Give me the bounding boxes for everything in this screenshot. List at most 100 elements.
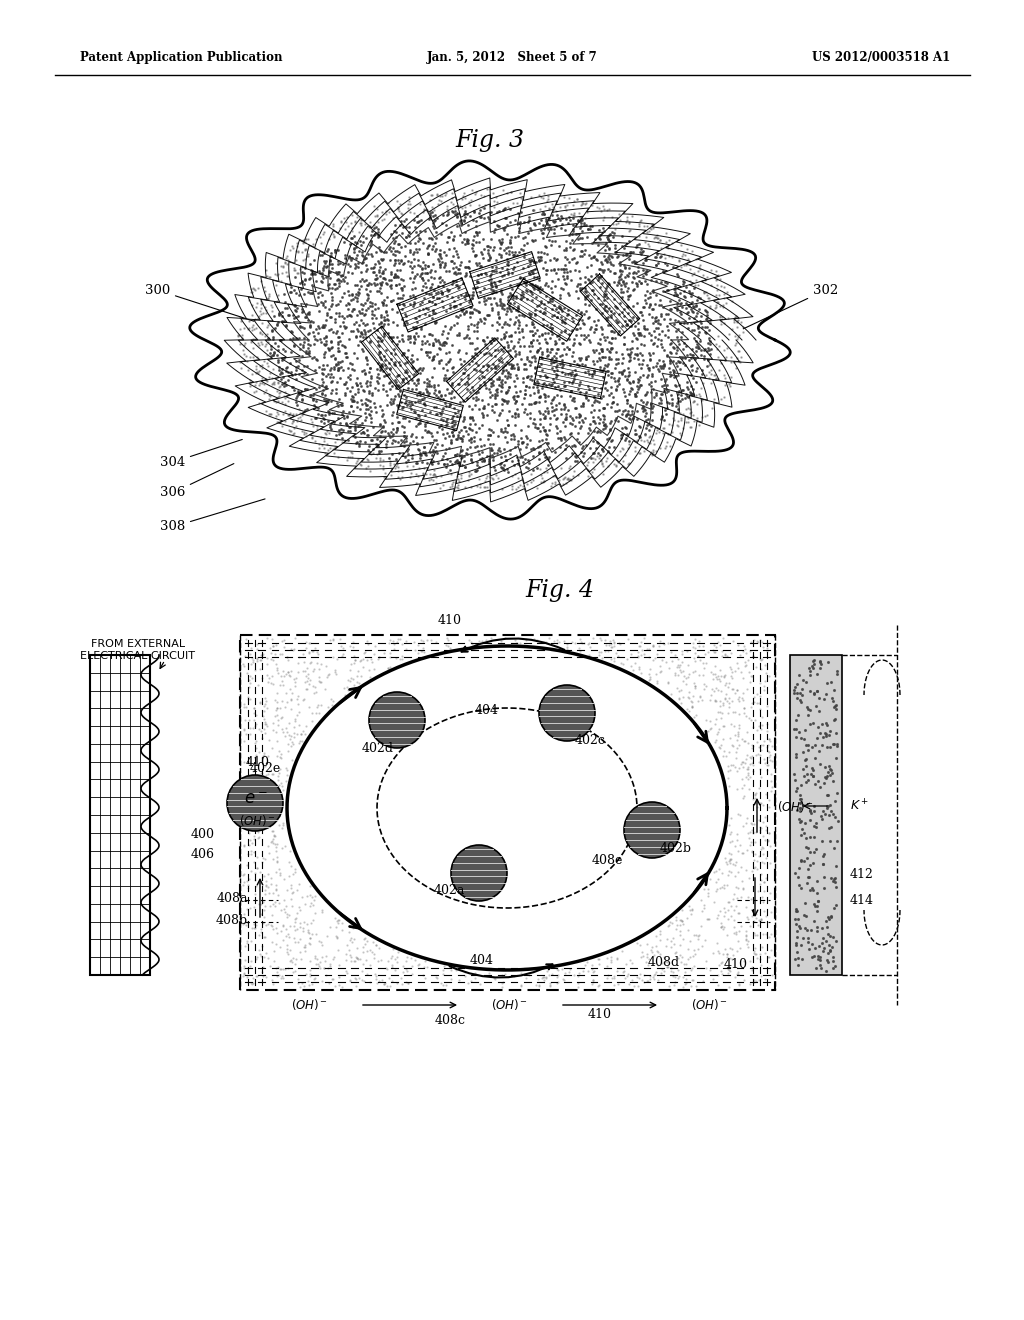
Point: [556, 426, 572, 447]
Point: [287, 300, 303, 321]
Point: [616, 298, 633, 319]
Point: [723, 678, 739, 700]
Point: [526, 438, 543, 459]
Point: [622, 343, 638, 364]
Point: [676, 255, 692, 276]
Point: [571, 279, 588, 300]
Point: [581, 363, 597, 384]
Point: [567, 397, 584, 418]
Point: [486, 271, 503, 292]
Point: [284, 364, 300, 385]
Point: [247, 280, 263, 301]
Point: [248, 358, 264, 379]
Point: [347, 256, 364, 277]
Point: [527, 252, 544, 273]
Point: [683, 690, 699, 711]
Point: [682, 931, 698, 952]
Point: [418, 297, 434, 318]
Point: [794, 935, 810, 956]
Point: [800, 770, 816, 791]
Point: [367, 261, 383, 282]
Point: [332, 331, 348, 352]
Point: [353, 244, 370, 265]
Point: [325, 213, 341, 234]
Point: [571, 273, 588, 294]
Point: [524, 275, 541, 296]
Point: [478, 236, 495, 257]
Point: [270, 302, 287, 323]
Point: [368, 965, 384, 986]
Point: [465, 387, 481, 408]
Point: [517, 384, 534, 405]
Point: [462, 408, 478, 429]
Point: [526, 214, 543, 235]
Point: [717, 847, 733, 869]
Point: [256, 709, 272, 730]
Point: [410, 211, 426, 232]
Point: [715, 729, 731, 750]
Point: [295, 917, 311, 939]
Point: [632, 635, 648, 656]
Point: [593, 201, 609, 222]
Point: [637, 399, 653, 420]
Point: [700, 362, 717, 383]
Point: [254, 293, 270, 314]
Point: [524, 335, 541, 356]
Point: [683, 960, 699, 981]
Point: [456, 210, 472, 231]
Point: [362, 257, 379, 279]
Point: [435, 271, 452, 292]
Point: [494, 977, 510, 998]
Point: [608, 247, 625, 268]
Point: [289, 297, 305, 318]
Point: [446, 261, 463, 282]
Point: [288, 949, 304, 970]
Point: [564, 407, 581, 428]
Point: [436, 255, 453, 276]
Point: [534, 323, 550, 345]
Point: [602, 363, 618, 384]
Point: [543, 392, 559, 413]
Point: [669, 293, 685, 314]
Point: [538, 966, 554, 987]
Text: 410: 410: [724, 958, 748, 972]
Point: [332, 252, 348, 273]
Point: [440, 636, 457, 657]
Point: [457, 358, 473, 379]
Point: [749, 693, 765, 714]
Point: [241, 676, 257, 697]
Point: [614, 438, 631, 459]
Point: [590, 269, 606, 290]
Point: [684, 292, 700, 313]
Point: [525, 276, 542, 297]
Point: [361, 234, 378, 255]
Point: [481, 418, 498, 440]
Point: [300, 330, 316, 351]
Point: [271, 675, 288, 696]
Point: [754, 886, 770, 907]
Point: [311, 263, 328, 284]
Point: [415, 965, 431, 986]
Point: [349, 206, 366, 227]
Point: [707, 642, 723, 663]
Point: [293, 315, 309, 337]
Point: [530, 277, 547, 298]
Point: [696, 348, 713, 370]
Point: [350, 433, 367, 454]
Point: [756, 871, 772, 892]
Point: [492, 290, 508, 312]
Point: [293, 723, 309, 744]
Point: [601, 346, 617, 367]
Point: [246, 279, 262, 300]
Point: [244, 305, 260, 326]
Point: [829, 810, 846, 832]
Point: [570, 333, 587, 354]
Point: [539, 331, 555, 352]
Point: [390, 267, 407, 288]
Point: [687, 330, 703, 351]
Point: [342, 396, 358, 417]
Point: [639, 273, 655, 294]
Point: [421, 290, 437, 312]
Point: [382, 379, 398, 400]
Point: [444, 408, 461, 429]
